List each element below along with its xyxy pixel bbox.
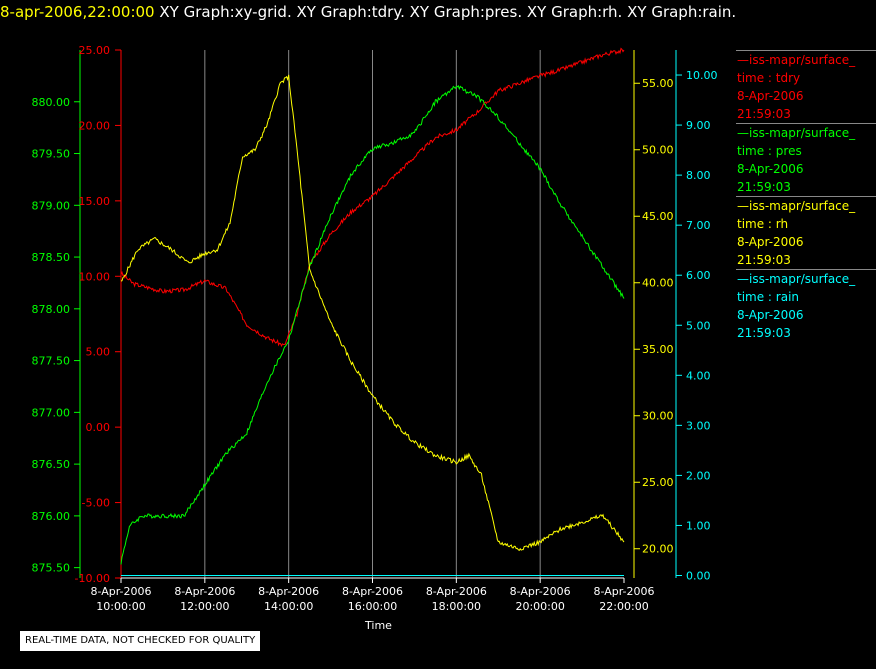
- tdry-tick-label: 10.00: [79, 270, 111, 283]
- header-title-grid: XY Graph:xy-grid.: [159, 3, 292, 21]
- legend-source: —iss-mapr/surface_: [737, 53, 856, 67]
- legend-time: 21:59:03: [737, 253, 791, 267]
- chart-header: 8-apr-2006,22:00:00 XY Graph:xy-grid. XY…: [0, 0, 876, 24]
- legend-var: time : rain: [737, 290, 800, 304]
- pres-tick-label: 876.00: [32, 510, 71, 523]
- pres-tick-label: 878.50: [32, 251, 71, 264]
- x-tick-label-time: 18:00:00: [432, 600, 481, 613]
- x-tick-label-time: 10:00:00: [96, 600, 145, 613]
- quality-notice: REAL-TIME DATA, NOT CHECKED FOR QUALITY: [20, 631, 261, 651]
- tdry-tick-label: 20.00: [79, 119, 111, 132]
- legend-date: 8-Apr-2006: [737, 162, 804, 176]
- rain-tick-label: 8.00: [686, 169, 711, 182]
- tdry-tick-label: 0.00: [86, 421, 111, 434]
- rain-tick-label: 4.00: [686, 369, 711, 382]
- legend-source: —iss-mapr/surface_: [737, 199, 856, 213]
- x-tick-label-time: 12:00:00: [180, 600, 229, 613]
- tdry-tick-label: 5.00: [86, 346, 111, 359]
- legend-date: 8-Apr-2006: [737, 235, 804, 249]
- rh-tick-label: 20.00: [642, 543, 674, 556]
- legend-source: —iss-mapr/surface_: [737, 126, 856, 140]
- tdry-series-line: [120, 47, 625, 348]
- rh-tick-label: 50.00: [642, 144, 674, 157]
- pres-tick-label: 875.50: [32, 562, 71, 575]
- header-title-rh: XY Graph:rh.: [526, 3, 623, 21]
- legend-entry-rh[interactable]: —iss-mapr/surface_ time : rh 8-Apr-2006 …: [736, 196, 876, 269]
- legend-date: 8-Apr-2006: [737, 89, 804, 103]
- pres-series-line: [120, 84, 625, 565]
- pres-tick-label: 878.00: [32, 303, 71, 316]
- rain-tick-label: 2.00: [686, 469, 711, 482]
- rh-tick-label: 55.00: [642, 77, 674, 90]
- pres-tick-label: 876.50: [32, 458, 71, 471]
- x-tick-label-date: 8-Apr-2006: [342, 585, 403, 598]
- x-tick-label-time: 16:00:00: [348, 600, 397, 613]
- tdry-tick-label: -10.00: [75, 572, 110, 585]
- legend-entry-pres[interactable]: —iss-mapr/surface_ time : pres 8-Apr-200…: [736, 123, 876, 196]
- rain-tick-label: 6.00: [686, 269, 711, 282]
- x-tick-label-time: 14:00:00: [264, 600, 313, 613]
- x-tick-label-date: 8-Apr-2006: [258, 585, 319, 598]
- x-tick-label-time: 22:00:00: [599, 600, 648, 613]
- x-tick-label-time: 20:00:00: [515, 600, 564, 613]
- tdry-tick-label: 15.00: [79, 195, 111, 208]
- legend-entry-rain[interactable]: —iss-mapr/surface_ time : rain 8-Apr-200…: [736, 269, 876, 342]
- tdry-tick-label: -5.00: [82, 497, 110, 510]
- x-tick-label-date: 8-Apr-2006: [174, 585, 235, 598]
- pres-tick-label: 880.00: [32, 96, 71, 109]
- rh-tick-label: 45.00: [642, 210, 674, 223]
- header-title-pres: XY Graph:pres.: [409, 3, 523, 21]
- rain-tick-label: 0.00: [686, 569, 711, 582]
- legend-time: 21:59:03: [737, 326, 791, 340]
- pres-tick-label: 879.00: [32, 199, 71, 212]
- x-tick-label-date: 8-Apr-2006: [510, 585, 571, 598]
- rain-tick-label: 3.00: [686, 419, 711, 432]
- rain-tick-label: 1.00: [686, 519, 711, 532]
- legend: —iss-mapr/surface_ time : tdry 8-Apr-200…: [736, 50, 876, 342]
- rh-series-line: [120, 74, 625, 552]
- rh-tick-label: 25.00: [642, 476, 674, 489]
- x-tick-label-date: 8-Apr-2006: [90, 585, 151, 598]
- rain-tick-label: 9.00: [686, 119, 711, 132]
- legend-time: 21:59:03: [737, 107, 791, 121]
- legend-entry-tdry[interactable]: —iss-mapr/surface_ time : tdry 8-Apr-200…: [736, 50, 876, 123]
- tdry-tick-label: 25.00: [79, 44, 111, 57]
- pres-tick-label: 879.50: [32, 148, 71, 161]
- x-tick-label-date: 8-Apr-2006: [593, 585, 654, 598]
- pres-tick-label: 877.50: [32, 355, 71, 368]
- pres-tick-label: 877.00: [32, 406, 71, 419]
- rain-tick-label: 7.00: [686, 219, 711, 232]
- rh-tick-label: 40.00: [642, 277, 674, 290]
- legend-time: 21:59:03: [737, 180, 791, 194]
- header-title-tdry: XY Graph:tdry.: [296, 3, 405, 21]
- legend-date: 8-Apr-2006: [737, 308, 804, 322]
- header-title-rain: XY Graph:rain.: [627, 3, 737, 21]
- rh-tick-label: 35.00: [642, 343, 674, 356]
- legend-var: time : rh: [737, 217, 789, 231]
- legend-source: —iss-mapr/surface_: [737, 272, 856, 286]
- x-tick-label-date: 8-Apr-2006: [426, 585, 487, 598]
- rain-tick-label: 10.00: [686, 69, 718, 82]
- rain-tick-label: 5.00: [686, 319, 711, 332]
- x-axis-label: Time: [364, 619, 392, 632]
- rh-tick-label: 30.00: [642, 410, 674, 423]
- header-timestamp: 8-apr-2006,22:00:00: [0, 3, 155, 21]
- legend-var: time : tdry: [737, 71, 801, 85]
- legend-var: time : pres: [737, 144, 802, 158]
